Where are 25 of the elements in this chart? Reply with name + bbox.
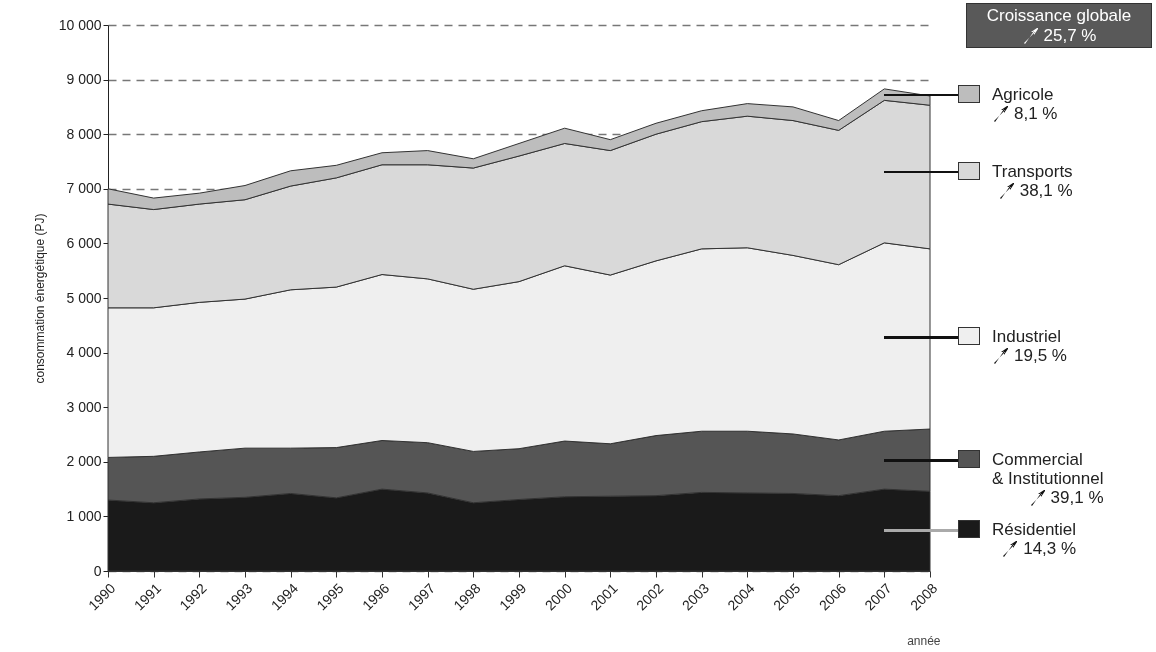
y-axis-title: consommation énergétique (PJ) — [32, 213, 47, 384]
y-tick-label: 10 000 — [58, 16, 102, 33]
legend-label: Résidentiel — [992, 520, 1077, 540]
y-tick-label: 1 000 — [66, 507, 102, 524]
legend-label: Agricole — [992, 84, 1055, 104]
text: 19,5 % — [1014, 346, 1067, 367]
text: 8,1 % — [1014, 103, 1058, 124]
y-tick-label: 5 000 — [66, 289, 102, 306]
legend-label: Commercial & Institutionnel — [992, 450, 1104, 489]
y-tick-label: 9 000 — [66, 71, 102, 88]
y-tick-label: 8 000 — [66, 125, 102, 142]
text: 14,3 % — [1023, 539, 1077, 560]
y-tick-label: 2 000 — [66, 453, 102, 470]
y-tick-label: 7 000 — [66, 180, 102, 197]
y-tick-label: 0 — [93, 562, 102, 579]
text: 38,1 % — [1019, 180, 1073, 201]
y-tick-label: 3 000 — [66, 398, 102, 415]
legend-label: Industriel — [992, 327, 1062, 347]
legend-label: Transports — [992, 161, 1073, 181]
text: Croissance globale — [985, 6, 1133, 26]
text: 25,7 % — [1043, 26, 1097, 46]
text: 39,1 % — [1050, 488, 1104, 509]
y-tick-label: 4 000 — [66, 344, 102, 361]
y-tick-label: 6 000 — [66, 234, 102, 251]
x-axis-title: année — [907, 633, 941, 648]
